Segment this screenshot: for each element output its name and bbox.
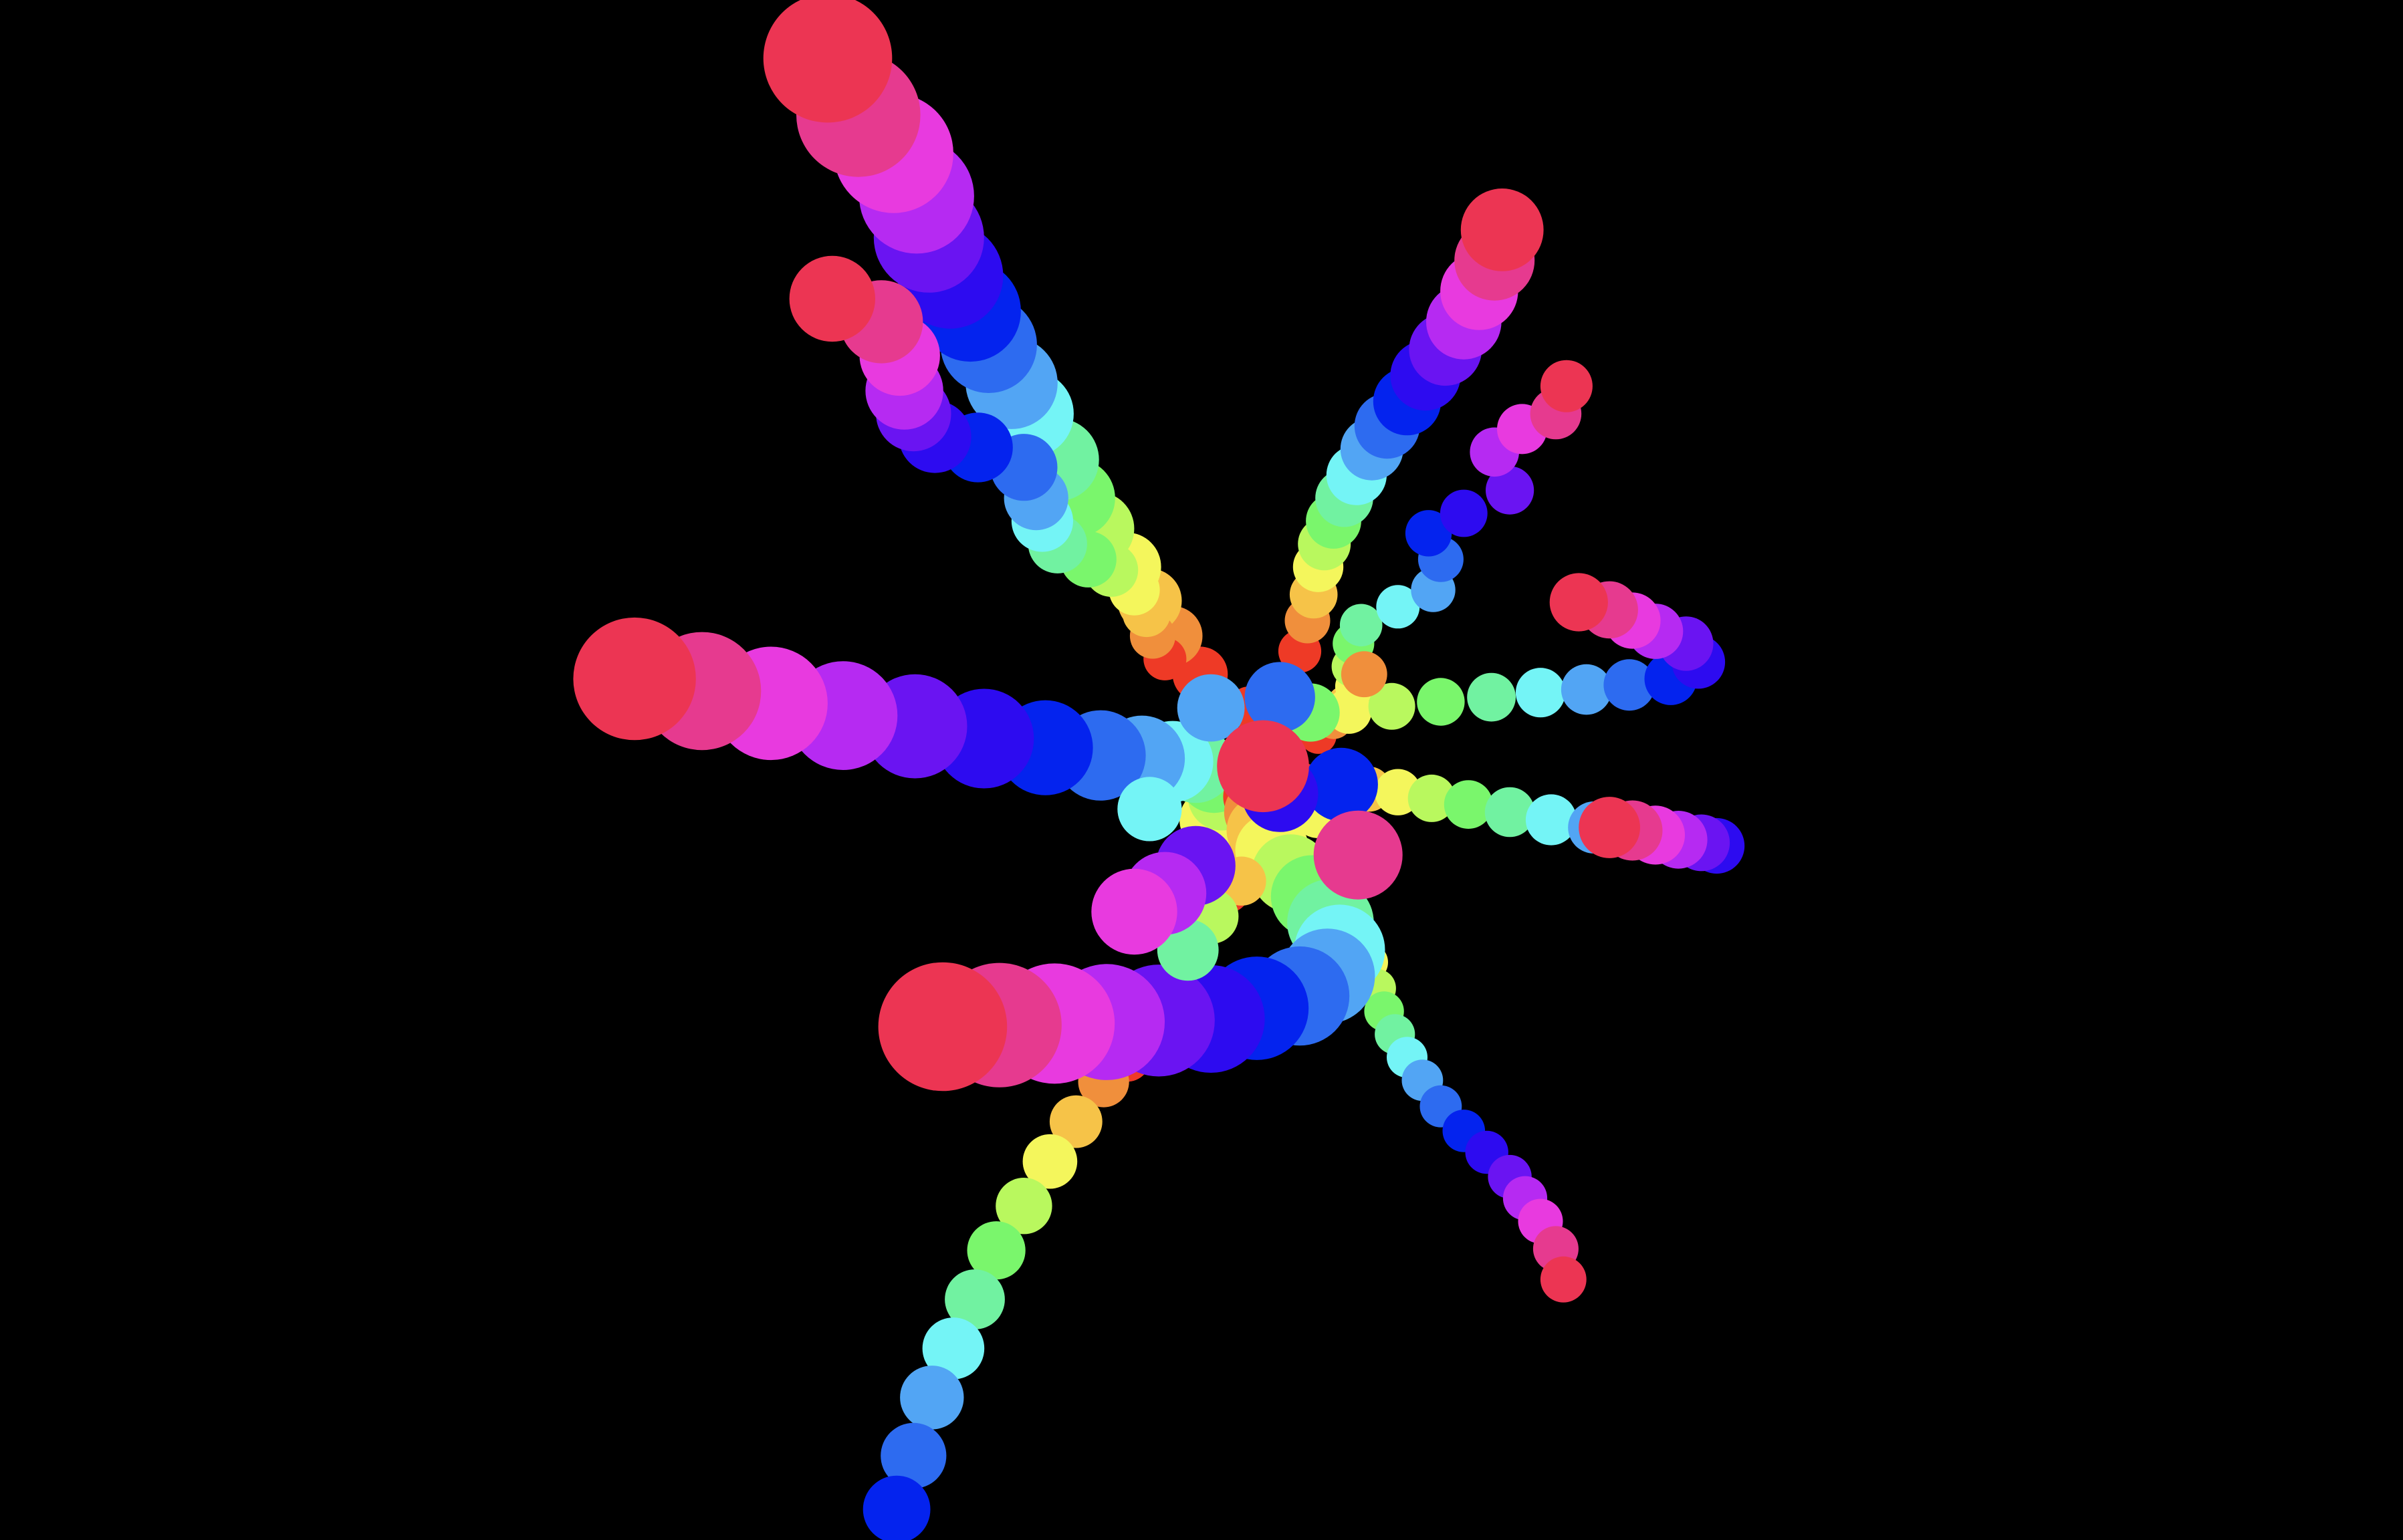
particle-trail-canvas bbox=[0, 0, 2403, 1540]
scene-background bbox=[0, 0, 2403, 1540]
particle-scene bbox=[0, 0, 2403, 1540]
